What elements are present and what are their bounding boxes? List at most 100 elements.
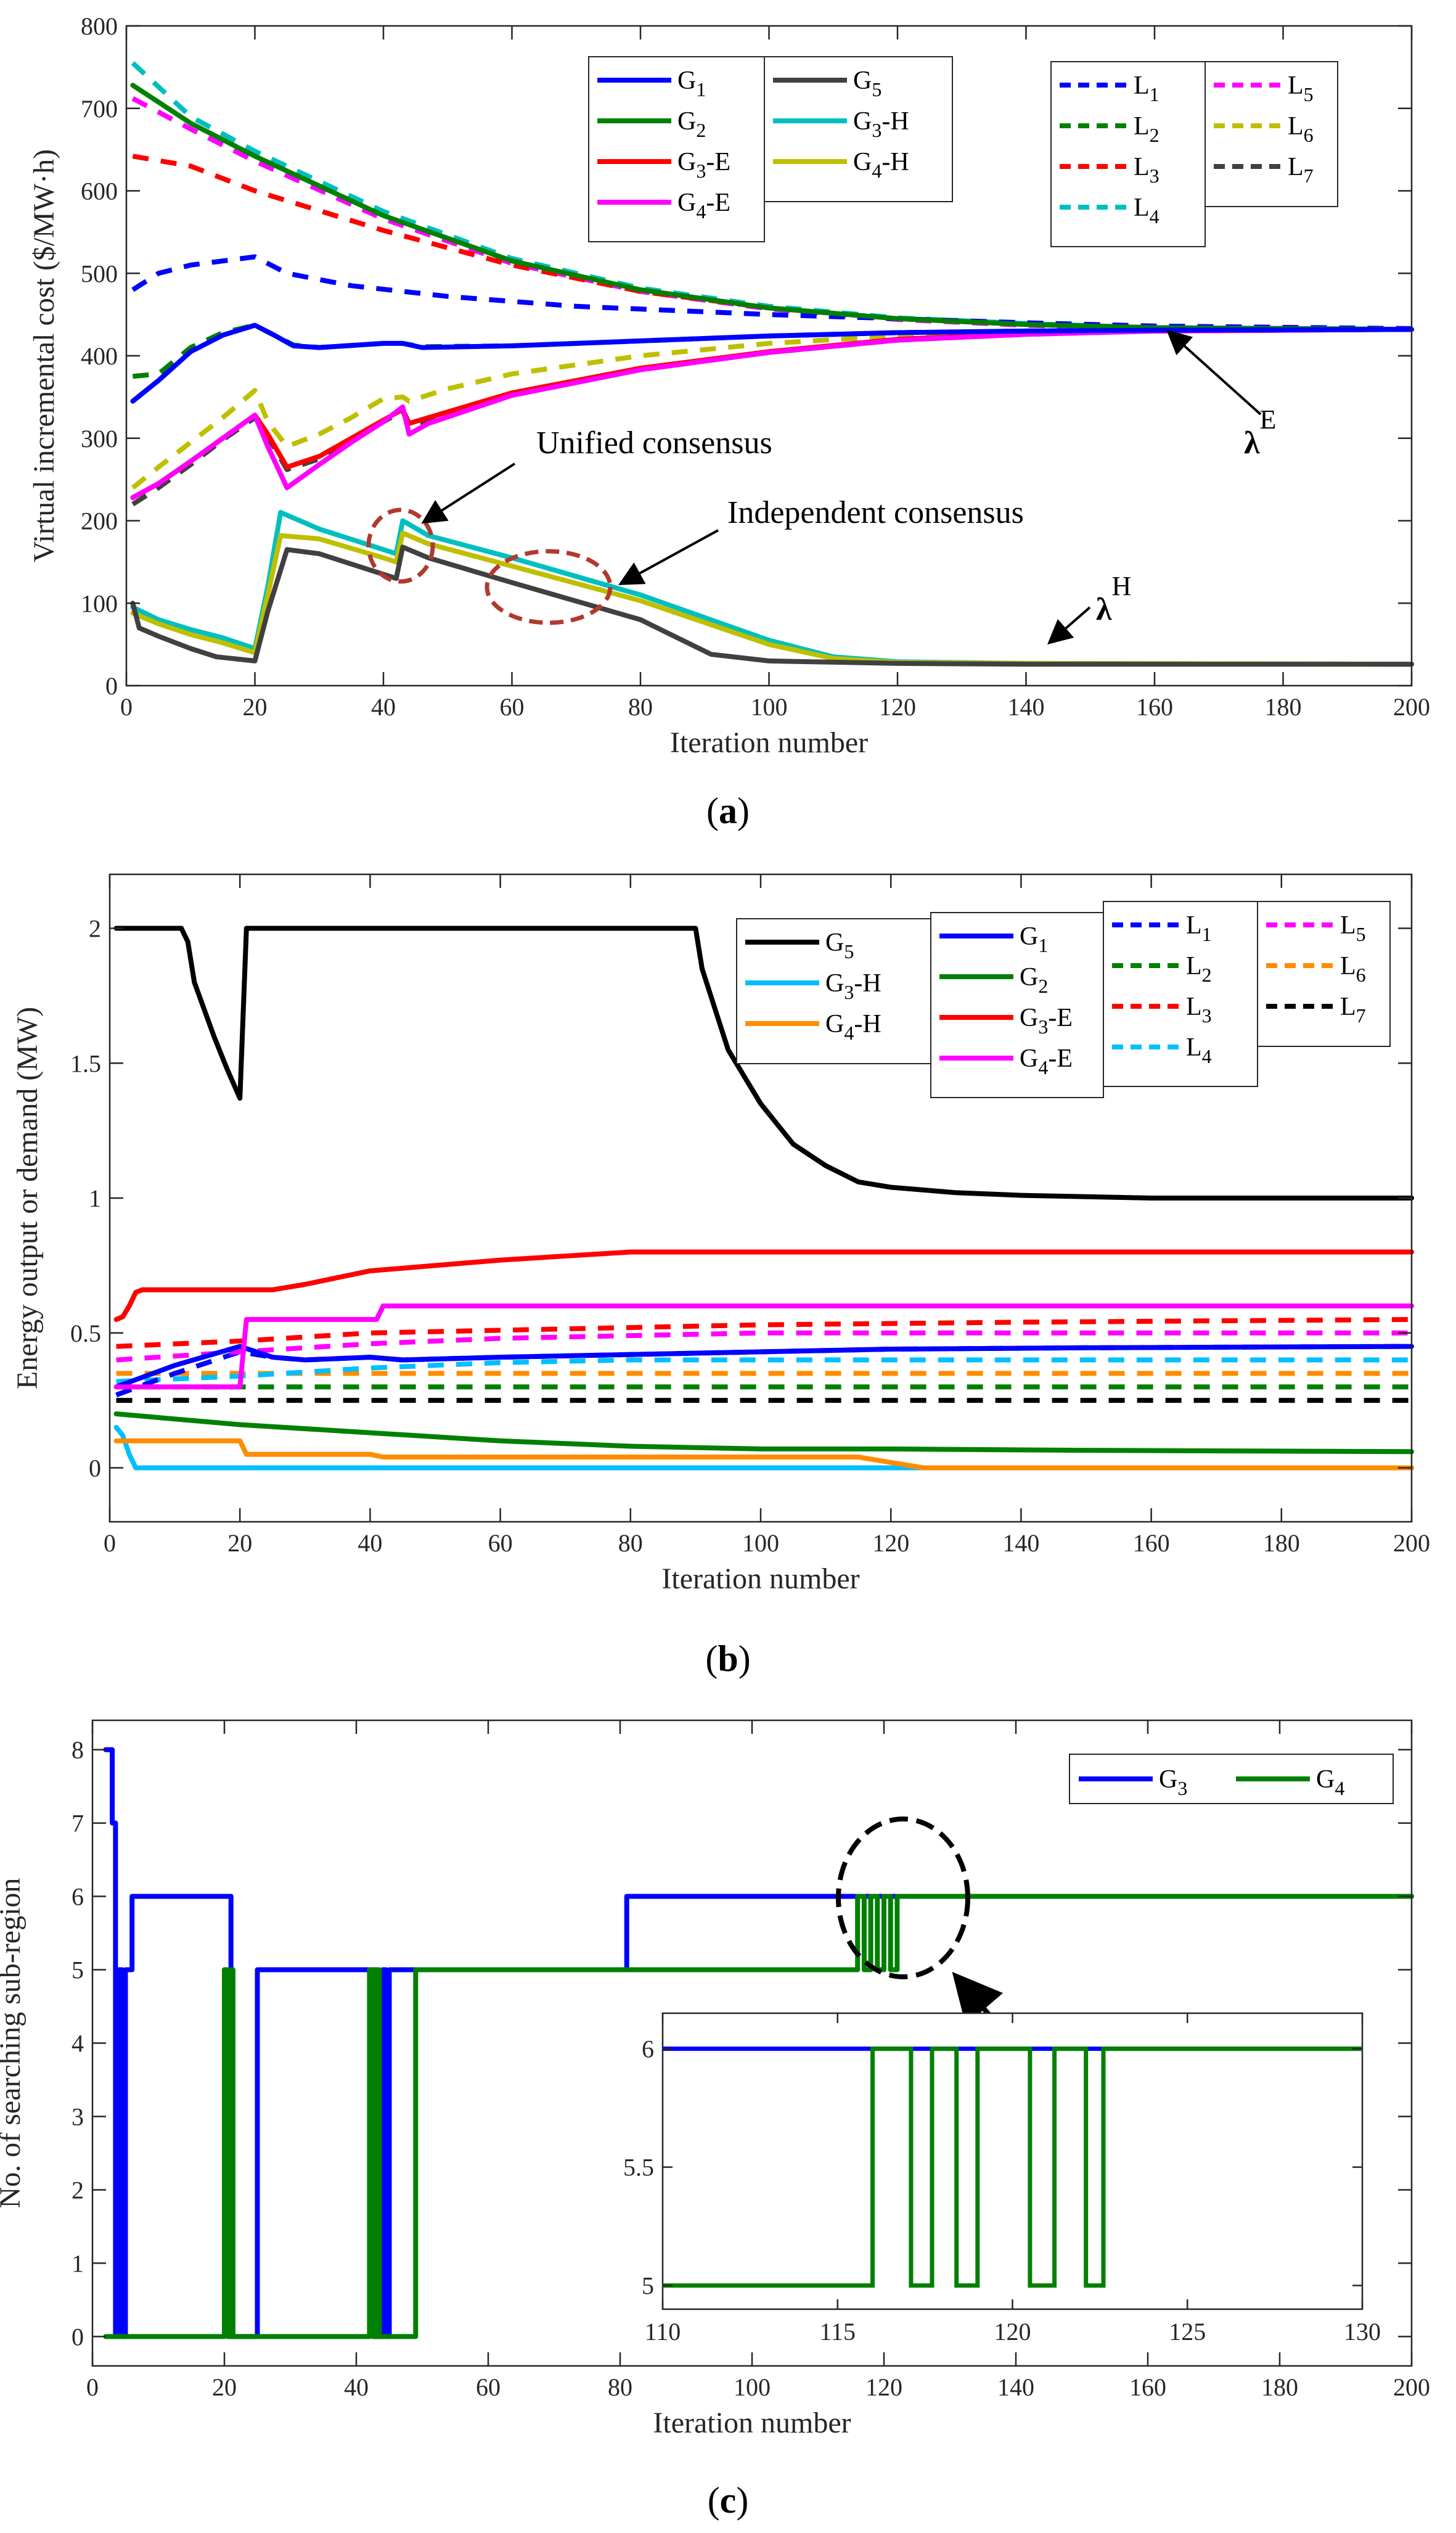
legend-label: L1 — [1134, 72, 1159, 105]
legend-label: L5 — [1288, 72, 1314, 105]
series-line-g4e — [130, 327, 1414, 500]
series-line-l1 — [131, 254, 1412, 331]
series-line-g3e — [113, 1249, 1414, 1322]
x-tick-label: 80 — [618, 1529, 643, 1557]
series-line-g5 — [113, 926, 1414, 1201]
series-line-l4 — [116, 1357, 1412, 1384]
x-tick-label: 0 — [120, 693, 133, 721]
independent-ellipse — [485, 549, 613, 625]
x-tick-label: 0 — [104, 1529, 116, 1557]
legend-label: L4 — [1134, 194, 1159, 228]
zoom-ellipse — [836, 1817, 970, 1979]
panel-c: 0 20 40 60 80 100 120 140 160 180 200 0 1 2 3 4 5 6 7 8 Iter… — [0, 1719, 1430, 2521]
x-tick-label: 20 — [243, 693, 268, 721]
y-tick-label: 0.5 — [70, 1320, 101, 1347]
inset-x-tick-label: 130 — [1344, 2318, 1381, 2346]
series-line-g1 — [130, 322, 1414, 404]
legend-label: G4 — [1316, 1765, 1344, 1799]
x-tick-label: 200 — [1393, 2373, 1430, 2401]
y-tick-label: 100 — [81, 589, 118, 617]
inset-y-tick-label: 6 — [642, 2035, 654, 2063]
x-tick-label: 100 — [742, 1529, 779, 1557]
series-line-g5 — [130, 544, 1414, 667]
legend-label: G5 — [825, 929, 854, 963]
y-tick-label: 2 — [72, 2176, 84, 2204]
x-tick-label: 120 — [879, 693, 916, 721]
panel-a: 0 20 40 60 80 100 120 140 160 180 200 0 100 200 300 400… — [28, 12, 1430, 831]
series-line-g3e — [130, 327, 1414, 500]
y-tick-label: 0 — [105, 672, 118, 700]
series-line-l7 — [131, 327, 1412, 507]
legend-label: L3 — [1134, 153, 1159, 187]
unified-annotation: Unified consensus — [536, 425, 772, 461]
x-tick-label: 20 — [212, 2373, 237, 2401]
x-tick-label: 100 — [751, 693, 788, 721]
legend-label: L4 — [1186, 1033, 1212, 1067]
lambda-h-arrow — [1047, 606, 1091, 645]
inset-y-tick-label: 5.5 — [623, 2154, 654, 2182]
inset-x-tick-label: 110 — [645, 2318, 681, 2346]
legend-box — [930, 912, 1104, 1098]
legend-label: G1 — [677, 67, 706, 101]
x-tick-label: 160 — [1136, 693, 1173, 721]
inset-x-tick-label: 115 — [819, 2318, 856, 2346]
y-tick-label: 700 — [81, 95, 118, 123]
legend-label: G4-E — [1020, 1045, 1073, 1078]
y-tick-label: 200 — [81, 507, 118, 535]
y-tick-label: 6 — [72, 1883, 84, 1911]
legend-label: L3 — [1186, 993, 1212, 1027]
y-tick-label: 2 — [89, 915, 101, 943]
x-tick-label: 180 — [1265, 693, 1302, 721]
x-tick-label: 60 — [476, 2373, 501, 2401]
y-tick-label: 1.5 — [70, 1049, 101, 1077]
series-line-g1 — [113, 1344, 1414, 1390]
y-tick-label: 0 — [89, 1455, 101, 1482]
y-axis-label: Virtual incremental cost ($/MW·h) — [28, 149, 60, 562]
legend-box — [588, 56, 765, 242]
x-tick-label: 100 — [734, 2373, 771, 2401]
inset-series-g4 — [663, 2047, 1362, 2288]
y-axis-label: No. of searching sub-region — [0, 1878, 27, 2209]
x-tick-label: 180 — [1261, 2373, 1298, 2401]
legend-box — [1050, 61, 1206, 247]
legend-label: G4-E — [677, 189, 730, 223]
unified-ellipse — [366, 507, 435, 584]
series-line-g4 — [103, 1894, 1414, 2339]
series-line-l5 — [116, 1330, 1412, 1363]
y-tick-label: 3 — [72, 2103, 84, 2130]
series-line-g4e — [113, 1303, 1414, 1390]
legend-label: G2 — [1020, 963, 1048, 997]
x-tick-label: 120 — [865, 2373, 902, 2401]
x-tick-label: 180 — [1263, 1529, 1300, 1557]
legend-label: L2 — [1186, 952, 1212, 986]
x-tick-label: 140 — [997, 2373, 1034, 2401]
legend-label: G3-E — [1020, 1004, 1073, 1038]
legend-label: L2 — [1134, 112, 1159, 146]
series-line-l3 — [116, 1316, 1412, 1349]
x-tick-label: 200 — [1393, 693, 1430, 721]
legend-label: G4-H — [825, 1010, 881, 1044]
legend-label: L5 — [1340, 911, 1366, 945]
panel-b-label: (b) — [705, 1638, 750, 1679]
y-tick-label: 1 — [89, 1184, 101, 1212]
independent-annotation: Independent consensus — [727, 495, 1024, 530]
x-axis-label: Iteration number — [653, 2407, 851, 2439]
panel-b: 0 20 40 60 80 100 120 140 160 180 200 0 0.5 1 1.5 2 Iter… — [11, 873, 1430, 1679]
y-tick-label: 5 — [72, 1956, 84, 1984]
legend-label: G3-H — [853, 107, 909, 141]
inset-frame — [661, 2012, 1364, 2310]
independent-arrow — [618, 529, 719, 585]
y-tick-label: 300 — [81, 425, 118, 453]
x-tick-label: 160 — [1129, 2373, 1166, 2401]
series-line-l6 — [131, 327, 1412, 490]
lambda-e-annotation: λE — [1244, 404, 1276, 461]
series-line-g2 — [130, 83, 1414, 332]
x-tick-label: 120 — [872, 1529, 909, 1557]
lambda-h-annotation: λH — [1096, 571, 1131, 627]
y-tick-label: 0 — [72, 2323, 84, 2350]
legend-label: G3-E — [677, 148, 730, 182]
x-tick-label: 0 — [86, 2373, 99, 2401]
inset-y-tick-label: 5 — [642, 2272, 654, 2300]
legend-label: G2 — [677, 107, 706, 141]
